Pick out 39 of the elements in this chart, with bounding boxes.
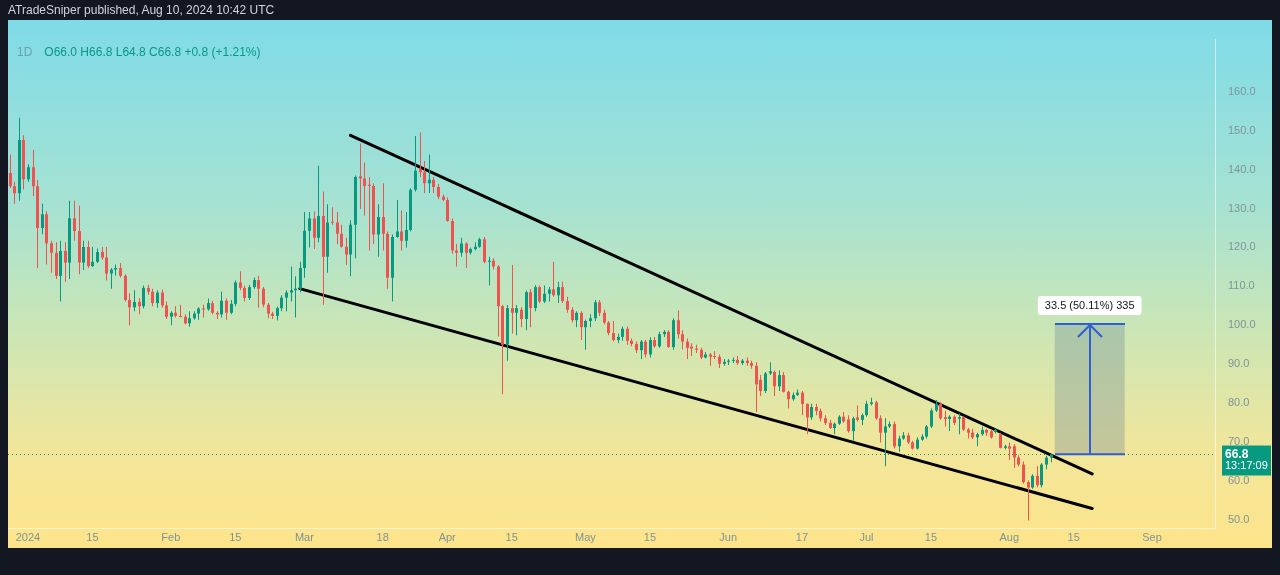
x-tick-label: Sep bbox=[1142, 531, 1162, 544]
y-tick-label: 60.0 bbox=[1228, 473, 1250, 486]
band-label: 33.5 (50.11%) 335 bbox=[1044, 299, 1135, 312]
candlestick bbox=[359, 143, 362, 209]
y-tick-label: 150.0 bbox=[1228, 123, 1256, 136]
candlestick bbox=[290, 266, 293, 302]
x-tick-label: May bbox=[575, 531, 597, 544]
x-tick-label: Feb bbox=[161, 531, 181, 544]
x-tick-label: 15 bbox=[1067, 531, 1080, 544]
candlestick bbox=[511, 264, 514, 334]
chart-title: ATradeSniper published, Aug 10, 2024 10:42 UTC bbox=[8, 3, 275, 17]
x-tick-label: Aug bbox=[999, 531, 1020, 544]
text: 1D bbox=[17, 44, 33, 59]
x-tick-label: 15 bbox=[505, 531, 518, 544]
x-tick-label: Jun bbox=[719, 531, 738, 544]
y-tick-label: 110.0 bbox=[1228, 279, 1255, 292]
y-tick-label: 160.0 bbox=[1228, 84, 1256, 97]
x-tick-label: 15 bbox=[229, 531, 242, 544]
x-tick-label: 15 bbox=[86, 531, 99, 544]
x-tick-label: Apr bbox=[438, 531, 457, 544]
y-tick-label: 130.0 bbox=[1228, 201, 1256, 214]
y-tick-label: 140.0 bbox=[1228, 162, 1256, 175]
x-tick-label: 15 bbox=[643, 531, 657, 544]
y-tick-label: 100.0 bbox=[1228, 318, 1256, 331]
candlestick bbox=[331, 207, 334, 225]
y-tick-label: 90.0 bbox=[1228, 357, 1250, 370]
x-tick-label: 2024 bbox=[15, 531, 41, 544]
x-tick-label: Jul bbox=[859, 531, 874, 544]
x-tick-label: 18 bbox=[376, 531, 389, 544]
y-tick-label: 80.0 bbox=[1228, 396, 1250, 409]
y-tick-label: 50.0 bbox=[1228, 512, 1250, 525]
y-tick-label: 120.0 bbox=[1228, 240, 1256, 253]
text: 13:17:09 bbox=[1225, 459, 1268, 472]
annotation: O66.0 H66.8 L64.8 C66.8 +0.8 (+1.21%) bbox=[44, 44, 261, 59]
x-tick-label: 17 bbox=[795, 531, 809, 544]
x-tick-label: Mar bbox=[294, 531, 315, 544]
ref-line-label: 66.8 bbox=[1225, 446, 1249, 461]
x-tick-label: 15 bbox=[924, 531, 938, 544]
y-tick-label: 70.0 bbox=[1228, 435, 1250, 448]
